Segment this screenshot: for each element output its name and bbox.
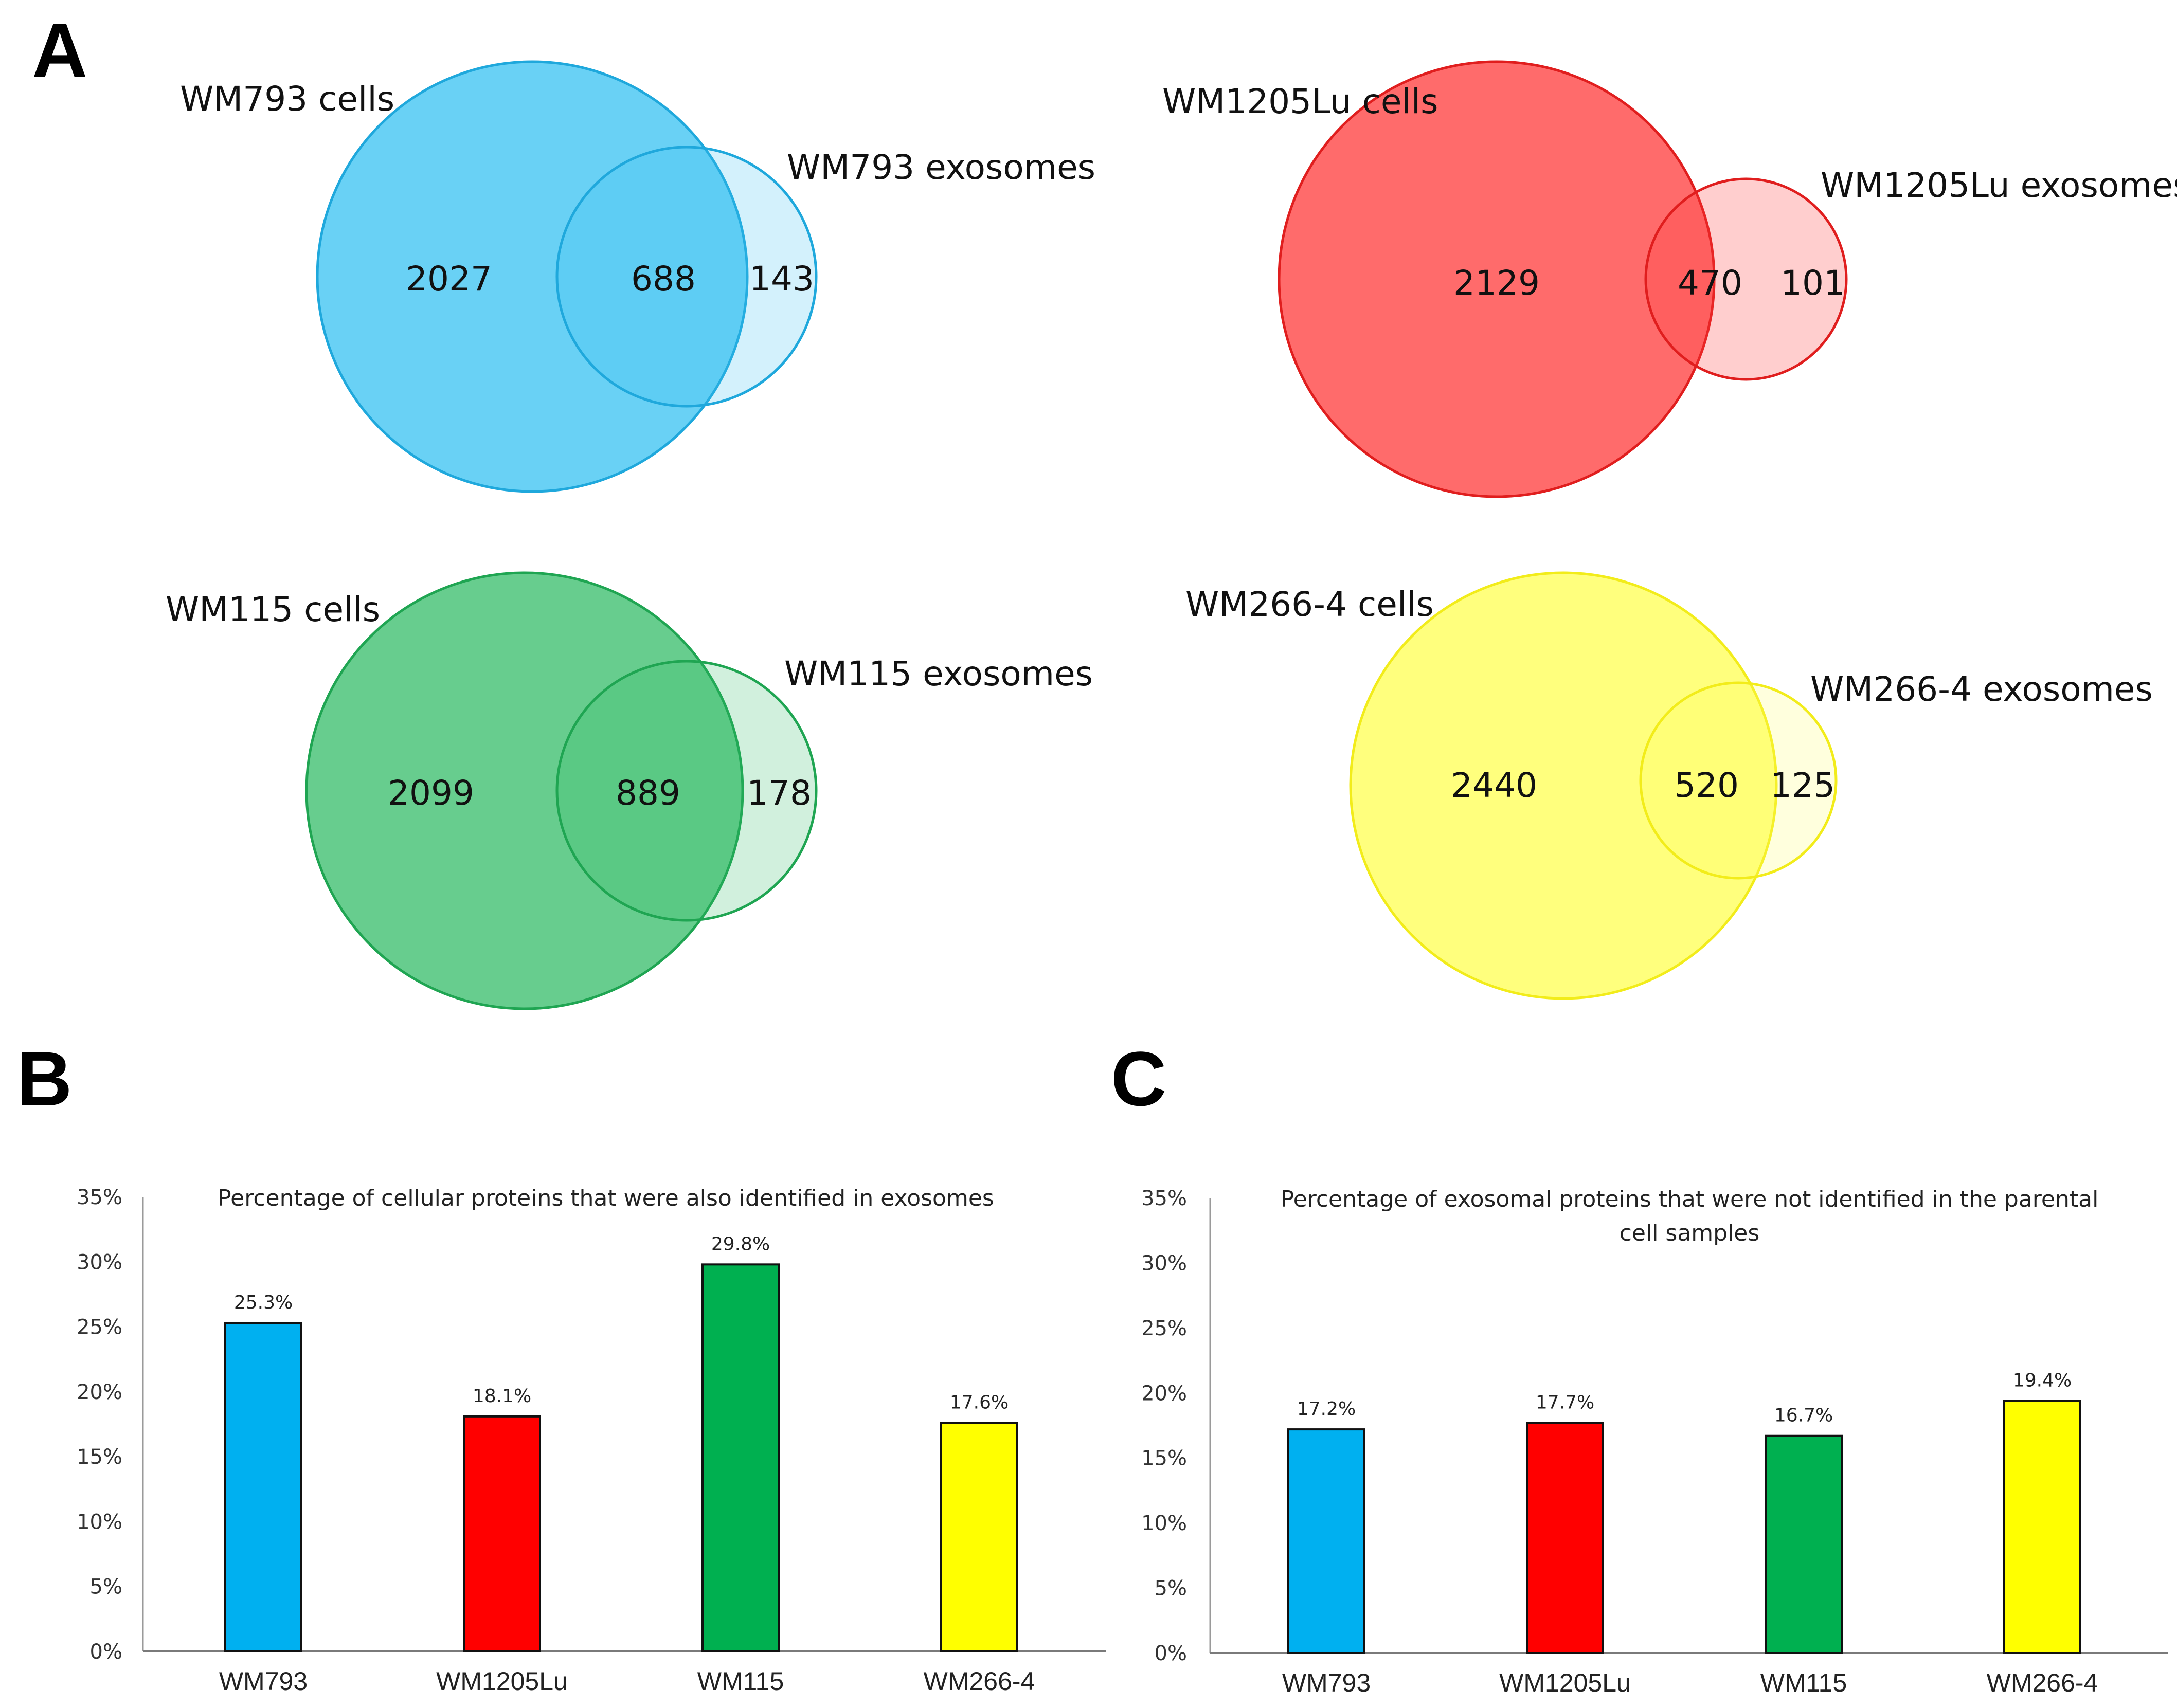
venn-wm266-cells-only-count: 2440 bbox=[1451, 766, 1537, 805]
panel-letter-b: B bbox=[16, 1035, 72, 1122]
chart-b-bar-wm115 bbox=[701, 1263, 780, 1652]
chart-c-title-line-1: Percentage of exosomal proteins that wer… bbox=[1281, 1186, 2099, 1212]
chart-b-ytick-label: 10% bbox=[77, 1510, 122, 1534]
venn-wm266-exosomes-only-count: 125 bbox=[1770, 766, 1835, 805]
chart-c-ytick-label: 20% bbox=[1141, 1382, 1187, 1405]
chart-b-data-label: 17.6% bbox=[950, 1392, 1009, 1413]
chart-c-title-line-2: cell samples bbox=[1620, 1220, 1760, 1246]
chart-b-ytick-label: 20% bbox=[77, 1380, 122, 1404]
chart-b-ytick-label: 0% bbox=[90, 1640, 122, 1664]
venn-wm793-overlap-count: 688 bbox=[631, 259, 696, 299]
venn-wm266-cells-label: WM266-4 cells bbox=[1185, 585, 1434, 624]
chart-c-data-label: 16.7% bbox=[1774, 1405, 1833, 1426]
venn-wm266-overlap-count: 520 bbox=[1674, 766, 1739, 805]
chart-b-title: Percentage of cellular proteins that wer… bbox=[218, 1185, 994, 1211]
chart-b-category-label: WM266-4 bbox=[924, 1667, 1035, 1696]
chart-c-bar-wm1205lu bbox=[1526, 1422, 1604, 1654]
chart-c-bar-wm266-4 bbox=[2003, 1400, 2081, 1654]
venn-wm793-exosomes-only-count: 143 bbox=[749, 259, 814, 299]
chart-b-bar-wm1205lu bbox=[463, 1415, 541, 1652]
venn-wm1205lu-overlap-count: 470 bbox=[1678, 263, 1742, 303]
chart-c-bar-wm115 bbox=[1765, 1434, 1843, 1654]
venn-wm793-cells-only-count: 2027 bbox=[406, 259, 492, 299]
chart-c-ytick-label: 5% bbox=[1155, 1577, 1187, 1601]
chart-c-category-label: WM793 bbox=[1282, 1668, 1371, 1697]
chart-c-ytick-label: 25% bbox=[1141, 1317, 1187, 1340]
chart-b-category-label: WM115 bbox=[697, 1667, 784, 1696]
chart-c-category-label: WM115 bbox=[1760, 1668, 1847, 1697]
venn-wm793: WM793 cells WM793 exosomes 2027 688 143 bbox=[180, 60, 1095, 493]
panel-letter-a: A bbox=[32, 7, 87, 94]
chart-c-ytick-label: 0% bbox=[1155, 1642, 1187, 1665]
chart-b-ytick-label: 35% bbox=[77, 1186, 122, 1209]
chart-b-category-label: WM793 bbox=[219, 1667, 308, 1696]
venn-wm1205lu: WM1205Lu cells WM1205Lu exosomes 2129 47… bbox=[1162, 60, 2177, 498]
venn-wm266: WM266-4 cells WM266-4 exosomes 2440 520 … bbox=[1185, 571, 2153, 1000]
bar-chart-exosomal-proteins: Percentage of exosomal proteins that wer… bbox=[1141, 1186, 2168, 1697]
venn-wm1205lu-exosomes-only-count: 101 bbox=[1780, 263, 1845, 303]
venn-wm115-exosomes-label: WM115 exosomes bbox=[784, 654, 1093, 694]
chart-b-ytick-label: 5% bbox=[90, 1575, 122, 1599]
chart-b-ytick-label: 25% bbox=[77, 1316, 122, 1339]
venn-wm266-cells-circle bbox=[1349, 571, 1778, 1000]
chart-b-data-label: 25.3% bbox=[234, 1292, 293, 1313]
chart-c-data-label: 19.4% bbox=[2013, 1370, 2072, 1391]
venn-wm1205lu-exosomes-label: WM1205Lu exosomes bbox=[1821, 166, 2177, 205]
venn-wm115-exosomes-only-count: 178 bbox=[747, 773, 812, 813]
chart-b-data-label: 29.8% bbox=[711, 1233, 770, 1255]
chart-c-category-label: WM1205Lu bbox=[1499, 1668, 1631, 1697]
chart-b-ytick-label: 15% bbox=[77, 1445, 122, 1469]
venn-wm793-cells-circle bbox=[316, 60, 749, 493]
chart-b-category-label: WM1205Lu bbox=[436, 1667, 568, 1696]
chart-b-ytick-label: 30% bbox=[77, 1250, 122, 1274]
venn-wm266-exosomes-label: WM266-4 exosomes bbox=[1810, 669, 2153, 709]
panel-letter-c: C bbox=[1111, 1035, 1166, 1122]
venn-wm1205lu-cells-label: WM1205Lu cells bbox=[1162, 82, 1438, 121]
bar-chart-cellular-proteins: Percentage of cellular proteins that wer… bbox=[77, 1185, 1106, 1696]
chart-c-data-label: 17.2% bbox=[1297, 1398, 1356, 1420]
chart-c-category-label: WM266-4 bbox=[1987, 1668, 2098, 1697]
venn-wm793-cells-label: WM793 cells bbox=[180, 79, 394, 119]
chart-c-ytick-label: 30% bbox=[1141, 1251, 1187, 1275]
venn-wm1205lu-exosomes-circle bbox=[1644, 177, 1848, 381]
chart-c-ytick-label: 35% bbox=[1141, 1187, 1187, 1210]
venn-wm115: WM115 cells WM115 exosomes 2099 889 178 bbox=[166, 571, 1093, 1010]
venn-wm115-cells-only-count: 2099 bbox=[388, 773, 474, 813]
venn-wm1205lu-cells-only-count: 2129 bbox=[1453, 263, 1540, 303]
chart-c-data-label: 17.7% bbox=[1536, 1392, 1594, 1413]
venn-wm793-exosomes-label: WM793 exosomes bbox=[787, 148, 1095, 187]
chart-c-bar-wm793 bbox=[1287, 1428, 1365, 1654]
venn-wm115-overlap-count: 889 bbox=[616, 773, 680, 813]
venn-wm115-cells-label: WM115 cells bbox=[166, 590, 380, 629]
venn-wm793-exosomes-circle bbox=[555, 146, 818, 408]
venn-wm1205lu-cells-circle bbox=[1278, 60, 1716, 498]
chart-c-ytick-label: 15% bbox=[1141, 1447, 1187, 1470]
chart-b-bar-wm793 bbox=[224, 1321, 302, 1653]
venn-wm115-cells-circle bbox=[305, 571, 744, 1010]
venn-wm266-exosomes-circle bbox=[1639, 681, 1838, 880]
venn-wm115-exosomes-circle bbox=[555, 660, 818, 922]
chart-b-bar-wm266-4 bbox=[940, 1422, 1018, 1653]
chart-b-data-label: 18.1% bbox=[473, 1386, 531, 1407]
chart-c-ytick-label: 10% bbox=[1141, 1512, 1187, 1535]
